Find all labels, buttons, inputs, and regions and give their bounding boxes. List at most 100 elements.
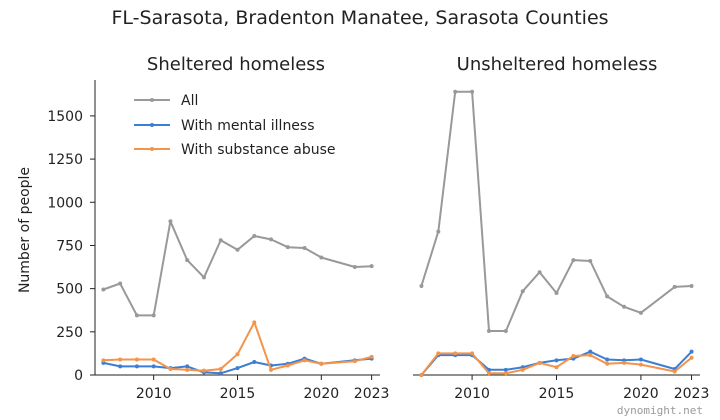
x-tick-label: 2020: [304, 386, 340, 402]
data-point-substance: [436, 351, 441, 356]
data-point-all: [369, 264, 374, 269]
data-point-all: [520, 289, 525, 294]
data-point-substance: [352, 359, 357, 364]
data-point-substance: [419, 373, 424, 377]
y-tick-label: 1250: [47, 152, 83, 168]
legend-marker-substance: [150, 147, 154, 151]
series-line-substance-sheltered: [103, 321, 372, 372]
y-tick-label: 1000: [47, 195, 83, 211]
data-point-all: [319, 255, 324, 260]
data-point-substance: [588, 353, 593, 358]
data-point-substance: [185, 367, 190, 372]
legend-label-all: All: [181, 93, 198, 109]
data-point-substance: [486, 371, 491, 376]
data-point-substance: [101, 358, 106, 363]
data-point-all: [638, 310, 643, 315]
data-point-all: [672, 284, 677, 289]
data-point-mental: [689, 349, 694, 354]
data-point-substance: [571, 354, 576, 358]
data-point-all: [470, 89, 475, 94]
data-point-substance: [168, 366, 173, 371]
data-point-mental: [503, 367, 508, 372]
x-tick-label: 2010: [136, 386, 172, 402]
data-point-all: [352, 265, 357, 270]
x-tick-label: 2020: [623, 386, 659, 402]
y-tick-label: 1500: [47, 109, 83, 125]
data-point-substance: [672, 369, 677, 374]
series-line-mental-sheltered: [103, 357, 372, 375]
data-point-mental: [151, 364, 156, 369]
data-point-all: [101, 287, 106, 292]
data-point-all: [134, 313, 139, 318]
data-point-substance: [453, 351, 458, 356]
data-point-substance: [218, 366, 223, 371]
data-point-substance: [201, 368, 206, 373]
legend: All With mental illness With substance a…: [134, 93, 336, 158]
legend-label-mental: With mental illness: [181, 118, 315, 134]
data-point-substance: [134, 357, 139, 362]
data-point-mental: [638, 357, 643, 362]
x-tick-label: 2015: [220, 386, 256, 402]
data-point-all: [269, 237, 274, 242]
series-line-all-unsheltered: [420, 90, 692, 332]
data-point-all: [571, 258, 576, 263]
data-point-substance: [151, 357, 156, 362]
data-point-all: [252, 233, 257, 238]
data-point-substance: [285, 363, 290, 368]
data-point-substance: [470, 351, 475, 356]
data-point-all: [285, 245, 290, 250]
series-line-mental-unsheltered: [420, 350, 693, 376]
data-point-mental: [588, 349, 593, 354]
data-point-substance: [537, 360, 542, 365]
data-point-mental: [252, 360, 257, 365]
data-point-all: [218, 238, 223, 243]
data-point-all: [168, 219, 173, 224]
data-point-all: [554, 290, 559, 295]
data-point-all: [689, 284, 694, 289]
y-tick-label: 0: [74, 368, 83, 384]
x-tick-label: 2023: [674, 386, 710, 402]
data-point-mental: [605, 357, 610, 362]
data-point-substance: [118, 357, 123, 362]
data-point-all: [302, 246, 307, 251]
data-point-mental: [118, 364, 123, 369]
data-point-substance: [520, 367, 525, 372]
data-point-substance: [319, 361, 324, 366]
y-axis-label: Number of people: [17, 167, 33, 293]
data-point-mental: [218, 371, 223, 376]
panel-sheltered: Sheltered homeless 0 250 500 750 1000 1250 150…: [47, 54, 389, 402]
legend-marker-mental: [150, 123, 154, 127]
panel-title-sheltered: Sheltered homeless: [147, 54, 325, 75]
x-tick-label: 2023: [354, 386, 390, 402]
y-tick-label: 250: [56, 325, 83, 341]
data-point-substance: [252, 320, 257, 325]
data-point-all: [622, 304, 627, 309]
data-point-all: [588, 259, 593, 263]
watermark: dynomight.net: [617, 404, 703, 417]
data-point-substance: [689, 355, 694, 360]
data-point-all: [235, 247, 240, 252]
data-point-mental: [185, 364, 190, 369]
data-point-substance: [369, 354, 374, 359]
data-point-all: [605, 294, 610, 299]
y-tick-label: 750: [56, 238, 83, 254]
panel-title-unsheltered: Unsheltered homeless: [457, 54, 658, 75]
data-point-substance: [638, 362, 643, 367]
data-point-all: [453, 89, 458, 94]
data-point-all: [151, 313, 156, 318]
series-line-all-sheltered: [103, 220, 372, 317]
x-tick-label: 2010: [454, 386, 490, 402]
y-tick-label: 500: [56, 282, 83, 298]
data-point-substance: [605, 361, 610, 366]
data-point-all: [486, 328, 491, 333]
figure-title: FL-Sarasota, Bradenton Manatee, Sarasota…: [111, 7, 608, 29]
panel-unsheltered: Unsheltered homeless 2010 2015 2020 2023: [413, 54, 709, 402]
data-point-mental: [235, 366, 240, 371]
data-point-all: [436, 229, 441, 234]
data-point-substance: [554, 365, 559, 370]
series-line-substance-unsheltered: [420, 352, 693, 376]
data-point-substance: [503, 371, 508, 376]
data-point-all: [537, 270, 542, 275]
data-point-all: [503, 328, 508, 333]
